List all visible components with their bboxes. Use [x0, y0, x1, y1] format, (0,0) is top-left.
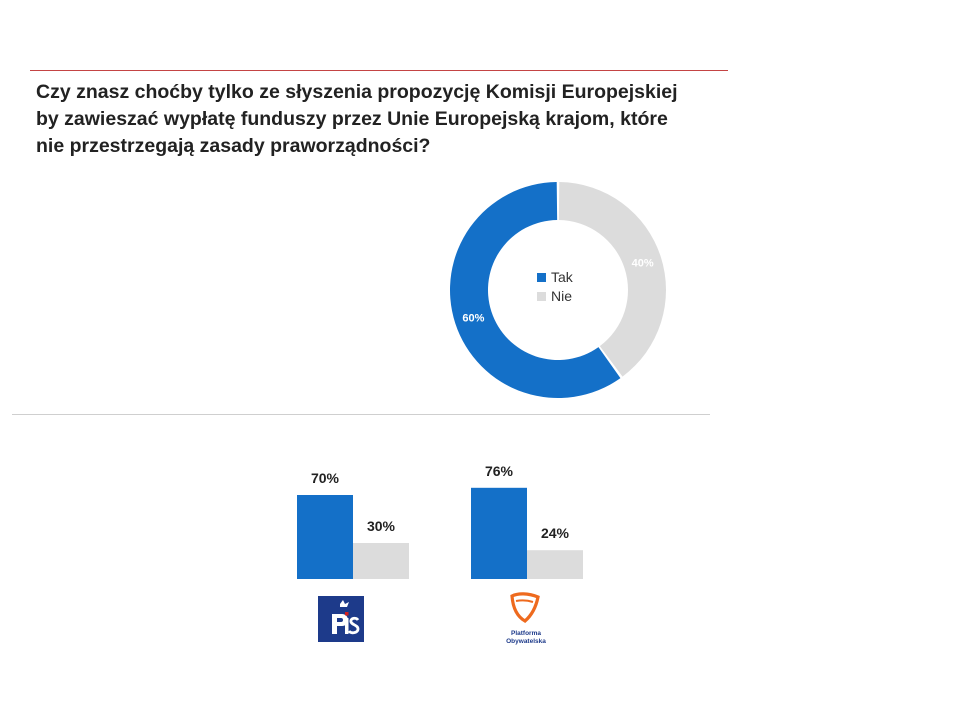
legend-label: Nie	[551, 288, 572, 304]
legend-label: Tak	[551, 269, 574, 285]
donut-data-label: 60%	[462, 313, 484, 325]
bar-tak	[471, 487, 527, 579]
section-divider	[12, 414, 710, 415]
bar-data-label: 30%	[367, 518, 396, 534]
question-line-2: by zawieszać wypłatę funduszy przez Unie…	[36, 108, 668, 130]
bar-nie	[527, 550, 583, 579]
question-line-1: Czy znasz choćby tylko ze słyszenia prop…	[36, 81, 678, 103]
svg-text:Platforma: Platforma	[511, 630, 541, 637]
top-divider	[30, 70, 728, 71]
donut-data-label: 40%	[632, 257, 654, 269]
svg-text:Obywatelska: Obywatelska	[506, 638, 546, 645]
bar-nie	[353, 543, 409, 579]
legend-swatch-nie	[537, 292, 546, 301]
donut-slice-tak	[450, 182, 621, 399]
donut-slice-nie	[558, 182, 666, 377]
question-line-3: nie przestrzegają zasady praworządności?	[36, 135, 431, 157]
bar-data-label: 76%	[485, 463, 514, 479]
bar-data-label: 70%	[311, 470, 340, 486]
legend-swatch-tak	[537, 273, 546, 282]
pis-party-logo-icon	[318, 596, 364, 642]
po-logo: Platforma Obywatelska	[496, 592, 556, 646]
po-party-logo-icon: Platforma Obywatelska	[506, 592, 546, 645]
pis-logo	[318, 596, 364, 642]
survey-question: Czy znasz choćby tylko ze słyszenia prop…	[36, 79, 736, 160]
bar-data-label: 24%	[541, 525, 570, 541]
bar-tak	[297, 495, 353, 579]
